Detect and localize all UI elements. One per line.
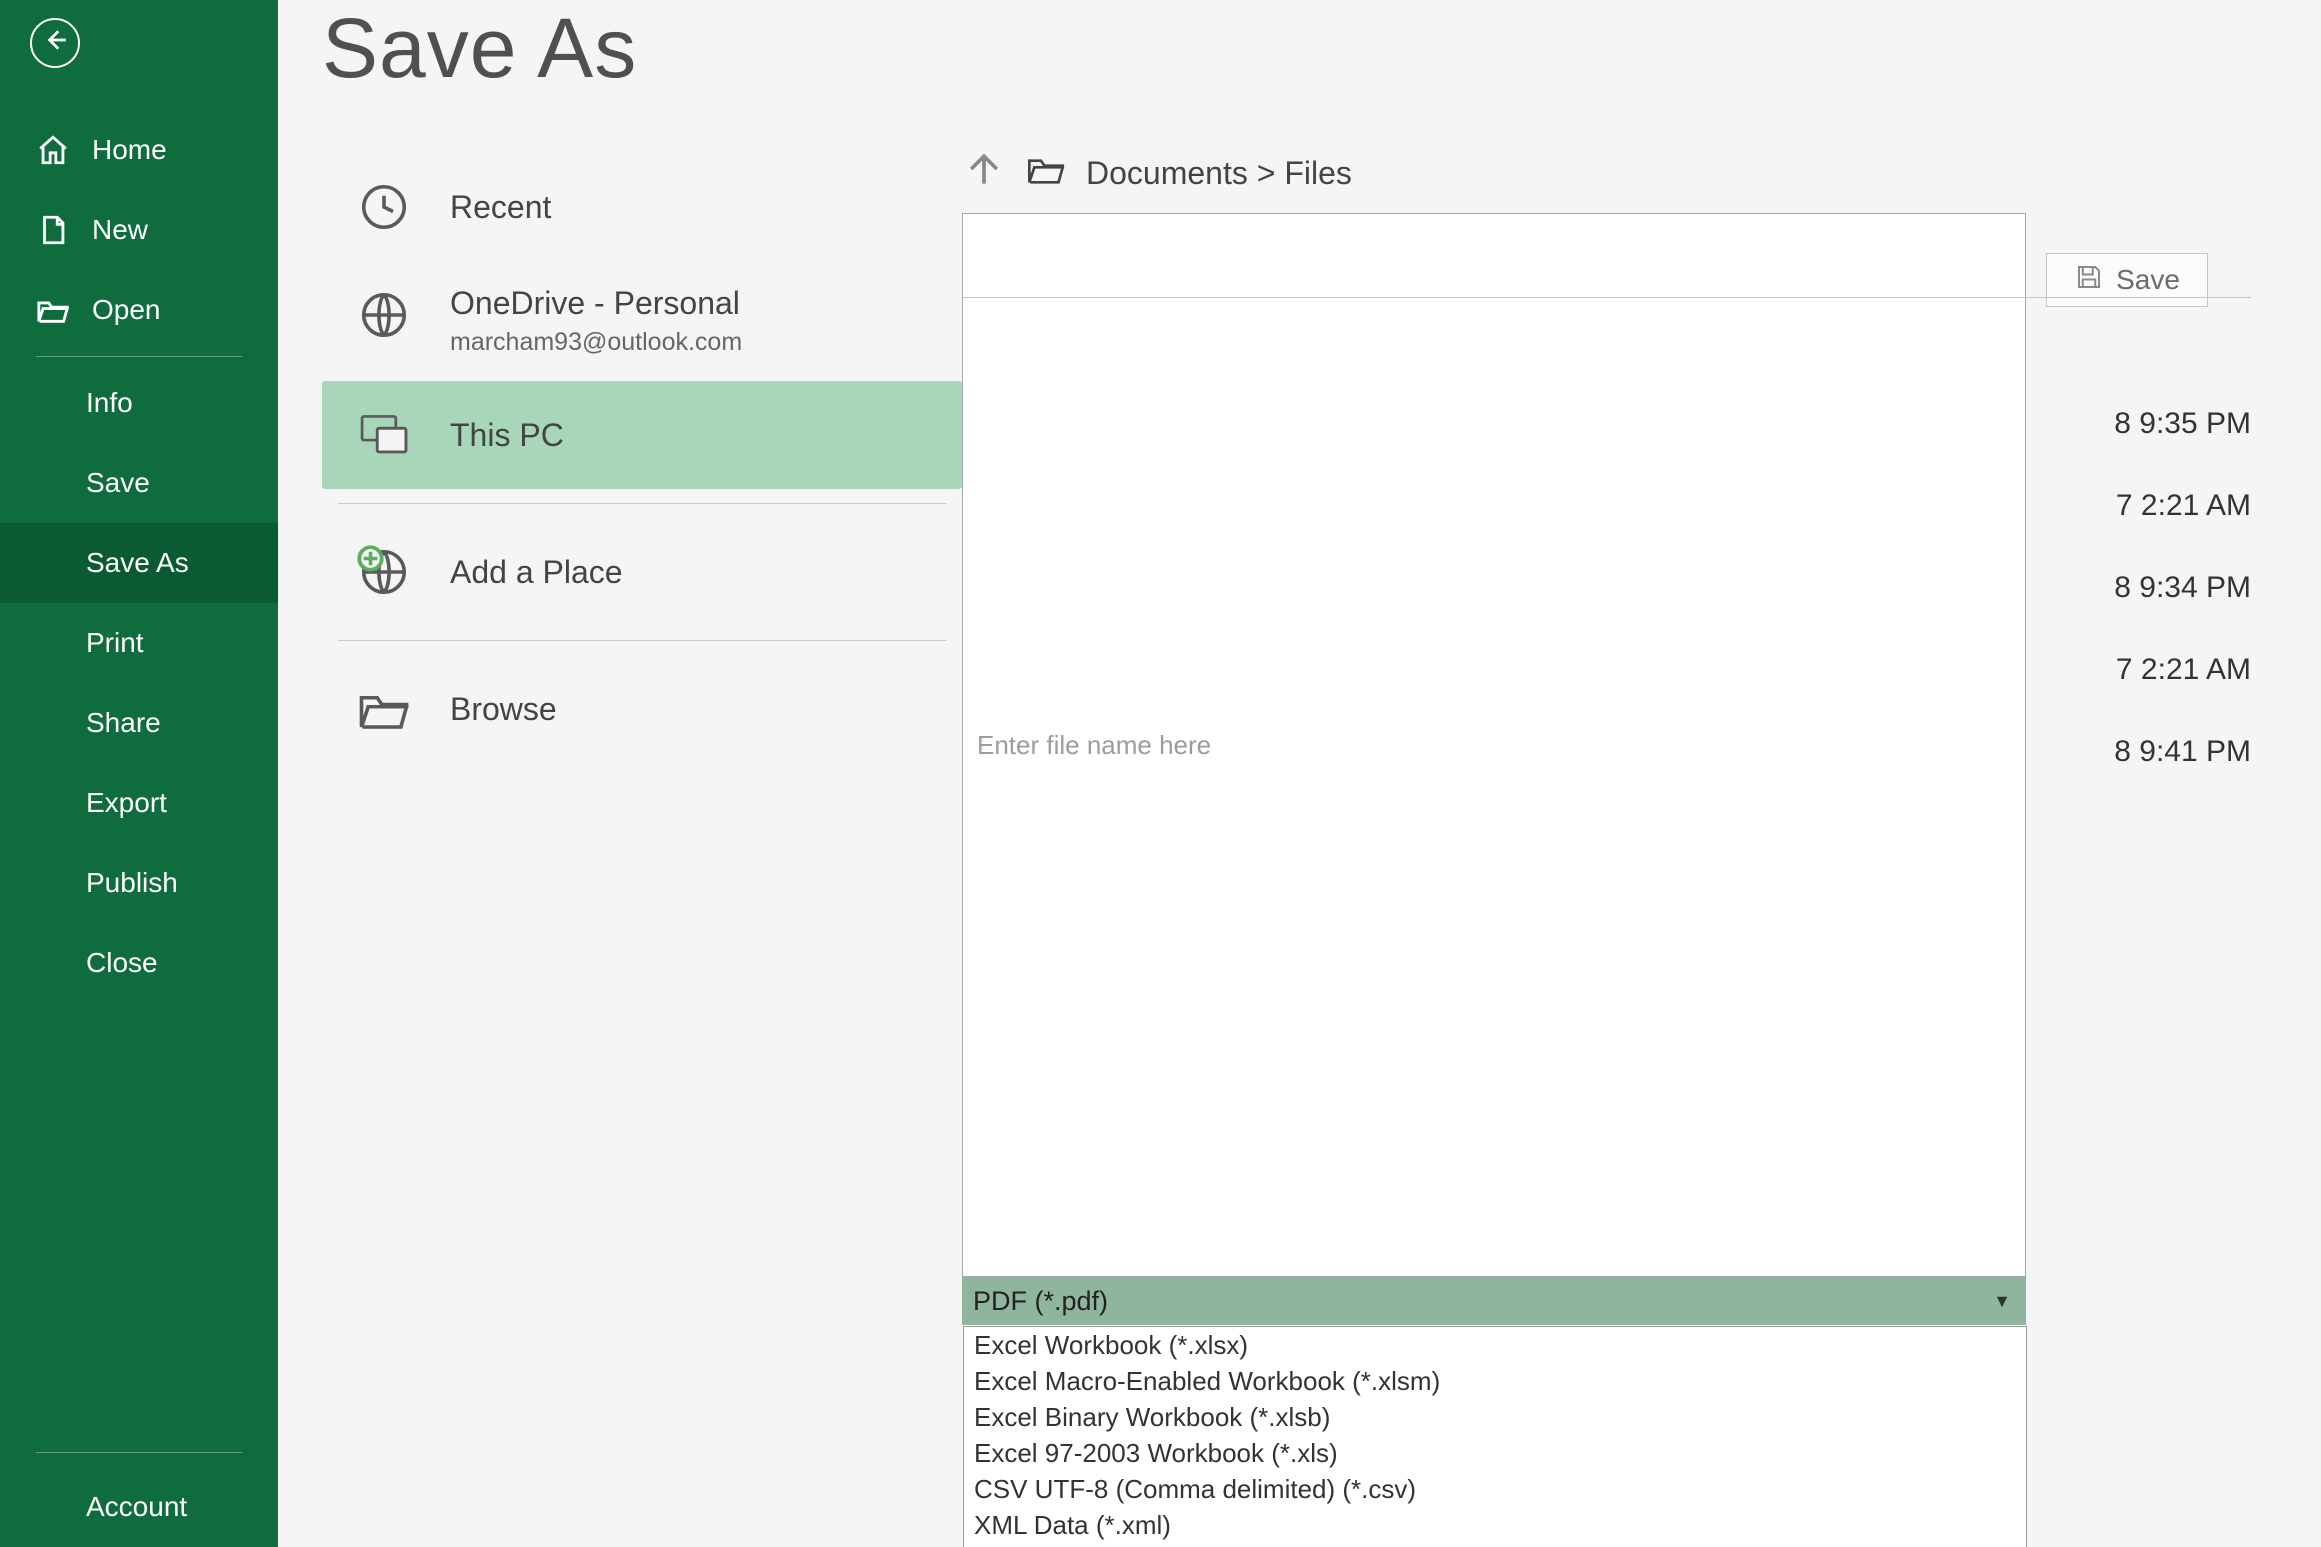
- places-separator: [338, 640, 946, 641]
- sidebar-item-saveas[interactable]: Save As: [0, 523, 278, 603]
- filetype-option[interactable]: CSV UTF-8 (Comma delimited) (*.csv): [964, 1471, 2026, 1507]
- sidebar-separator: [36, 356, 242, 357]
- save-target-pane: Documents > Files PDF (*.pdf) ▼ Excel Wo…: [962, 107, 2321, 1547]
- sidebar-item-label: Save As: [86, 547, 189, 579]
- backstage-sidebar: Home New Open Info Save Save As Print Share Exp…: [0, 0, 278, 1547]
- places-column: Recent OneDrive - Personal marcham93@outlo…: [322, 107, 962, 1547]
- save-disk-icon: [2074, 262, 2104, 299]
- place-onedrive[interactable]: OneDrive - Personal marcham93@outlook.com: [322, 261, 962, 381]
- filetype-option[interactable]: Excel Binary Workbook (*.xlsb): [964, 1399, 2026, 1435]
- up-arrow-icon[interactable]: [962, 147, 1006, 199]
- breadcrumb[interactable]: Documents > Files: [962, 147, 2251, 199]
- file-icon: [36, 213, 70, 247]
- filetype-option[interactable]: Excel Workbook (*.xlsx): [964, 1327, 2026, 1363]
- place-addplace[interactable]: Add a Place: [322, 518, 962, 626]
- globe-icon: [354, 285, 414, 345]
- place-title: Browse: [450, 691, 557, 728]
- sidebar-item-close[interactable]: Close: [0, 923, 278, 1003]
- sidebar-item-label: Open: [92, 294, 161, 326]
- file-date: 7 2:21 AM: [2114, 653, 2251, 687]
- file-dates-peek: 8 9:35 PM 7 2:21 AM 8 9:34 PM 7 2:21 AM 8 9:…: [2114, 407, 2251, 769]
- place-recent[interactable]: Recent: [322, 153, 962, 261]
- browse-icon: [354, 679, 414, 739]
- sidebar-item-print[interactable]: Print: [0, 603, 278, 683]
- sidebar-item-label: Home: [92, 134, 167, 166]
- places-separator: [338, 503, 946, 504]
- sidebar-item-account[interactable]: Account: [0, 1467, 278, 1547]
- place-title: This PC: [450, 417, 564, 454]
- sidebar-item-open[interactable]: Open: [0, 270, 278, 350]
- sidebar-item-label: Save: [86, 467, 150, 499]
- filetype-option[interactable]: Excel 97-2003 Workbook (*.xls): [964, 1435, 2026, 1471]
- sidebar-item-label: Info: [86, 387, 133, 419]
- back-button[interactable]: [30, 18, 80, 68]
- sidebar-item-share[interactable]: Share: [0, 683, 278, 763]
- sidebar-item-export[interactable]: Export: [0, 763, 278, 843]
- sidebar-item-label: Account: [86, 1491, 187, 1523]
- home-icon: [36, 133, 70, 167]
- back-arrow-icon: [42, 27, 68, 60]
- place-browse[interactable]: Browse: [322, 655, 962, 763]
- file-date: 7 2:21 AM: [2114, 489, 2251, 523]
- sidebar-item-new[interactable]: New: [0, 190, 278, 270]
- sidebar-item-label: Print: [86, 627, 144, 659]
- sidebar-item-label: New: [92, 214, 148, 246]
- sidebar-item-label: Close: [86, 947, 158, 979]
- folder-open-icon: [36, 293, 70, 327]
- page-title: Save As: [278, 0, 2321, 107]
- place-title: Recent: [450, 189, 551, 226]
- place-title: OneDrive - Personal: [450, 285, 742, 322]
- chevron-down-icon: ▼: [1993, 1291, 2011, 1312]
- folder-open-icon: [1024, 149, 1068, 197]
- save-button[interactable]: Save: [2046, 253, 2208, 307]
- filetype-option[interactable]: XML Data (*.xml): [964, 1507, 2026, 1543]
- file-date: 8 9:41 PM: [2114, 735, 2251, 769]
- breadcrumb-text: Documents > Files: [1086, 155, 1352, 192]
- place-thispc[interactable]: This PC: [322, 381, 962, 489]
- divider: [962, 297, 2251, 298]
- filetype-selected-label: PDF (*.pdf): [973, 1286, 1108, 1317]
- file-date: 8 9:35 PM: [2114, 407, 2251, 441]
- filetype-dropdown-list: Excel Workbook (*.xlsx)Excel Macro-Enabl…: [963, 1326, 2027, 1547]
- save-button-label: Save: [2116, 264, 2180, 296]
- sidebar-separator: [36, 1452, 242, 1453]
- sidebar-item-publish[interactable]: Publish: [0, 843, 278, 923]
- sidebar-item-home[interactable]: Home: [0, 110, 278, 190]
- main-panel: Save As Recent OneDrive - Personal marcham…: [278, 0, 2321, 1547]
- sidebar-item-label: Publish: [86, 867, 178, 899]
- sidebar-item-label: Export: [86, 787, 167, 819]
- addplace-icon: [354, 542, 414, 602]
- thispc-icon: [354, 405, 414, 465]
- file-date: 8 9:34 PM: [2114, 571, 2251, 605]
- place-title: Add a Place: [450, 554, 623, 591]
- filetype-option[interactable]: Excel Macro-Enabled Workbook (*.xlsm): [964, 1363, 2026, 1399]
- clock-icon: [354, 177, 414, 237]
- sidebar-item-label: Share: [86, 707, 161, 739]
- sidebar-item-info[interactable]: Info: [0, 363, 278, 443]
- filetype-option[interactable]: Single File Web Page (*.mht, *.mhtml): [964, 1543, 2026, 1547]
- filetype-dropdown[interactable]: PDF (*.pdf) ▼ Excel Workbook (*.xlsx)Exc…: [962, 1277, 2026, 1325]
- place-subtitle: marcham93@outlook.com: [450, 328, 742, 357]
- sidebar-item-save[interactable]: Save: [0, 443, 278, 523]
- filename-input[interactable]: [962, 213, 2026, 1277]
